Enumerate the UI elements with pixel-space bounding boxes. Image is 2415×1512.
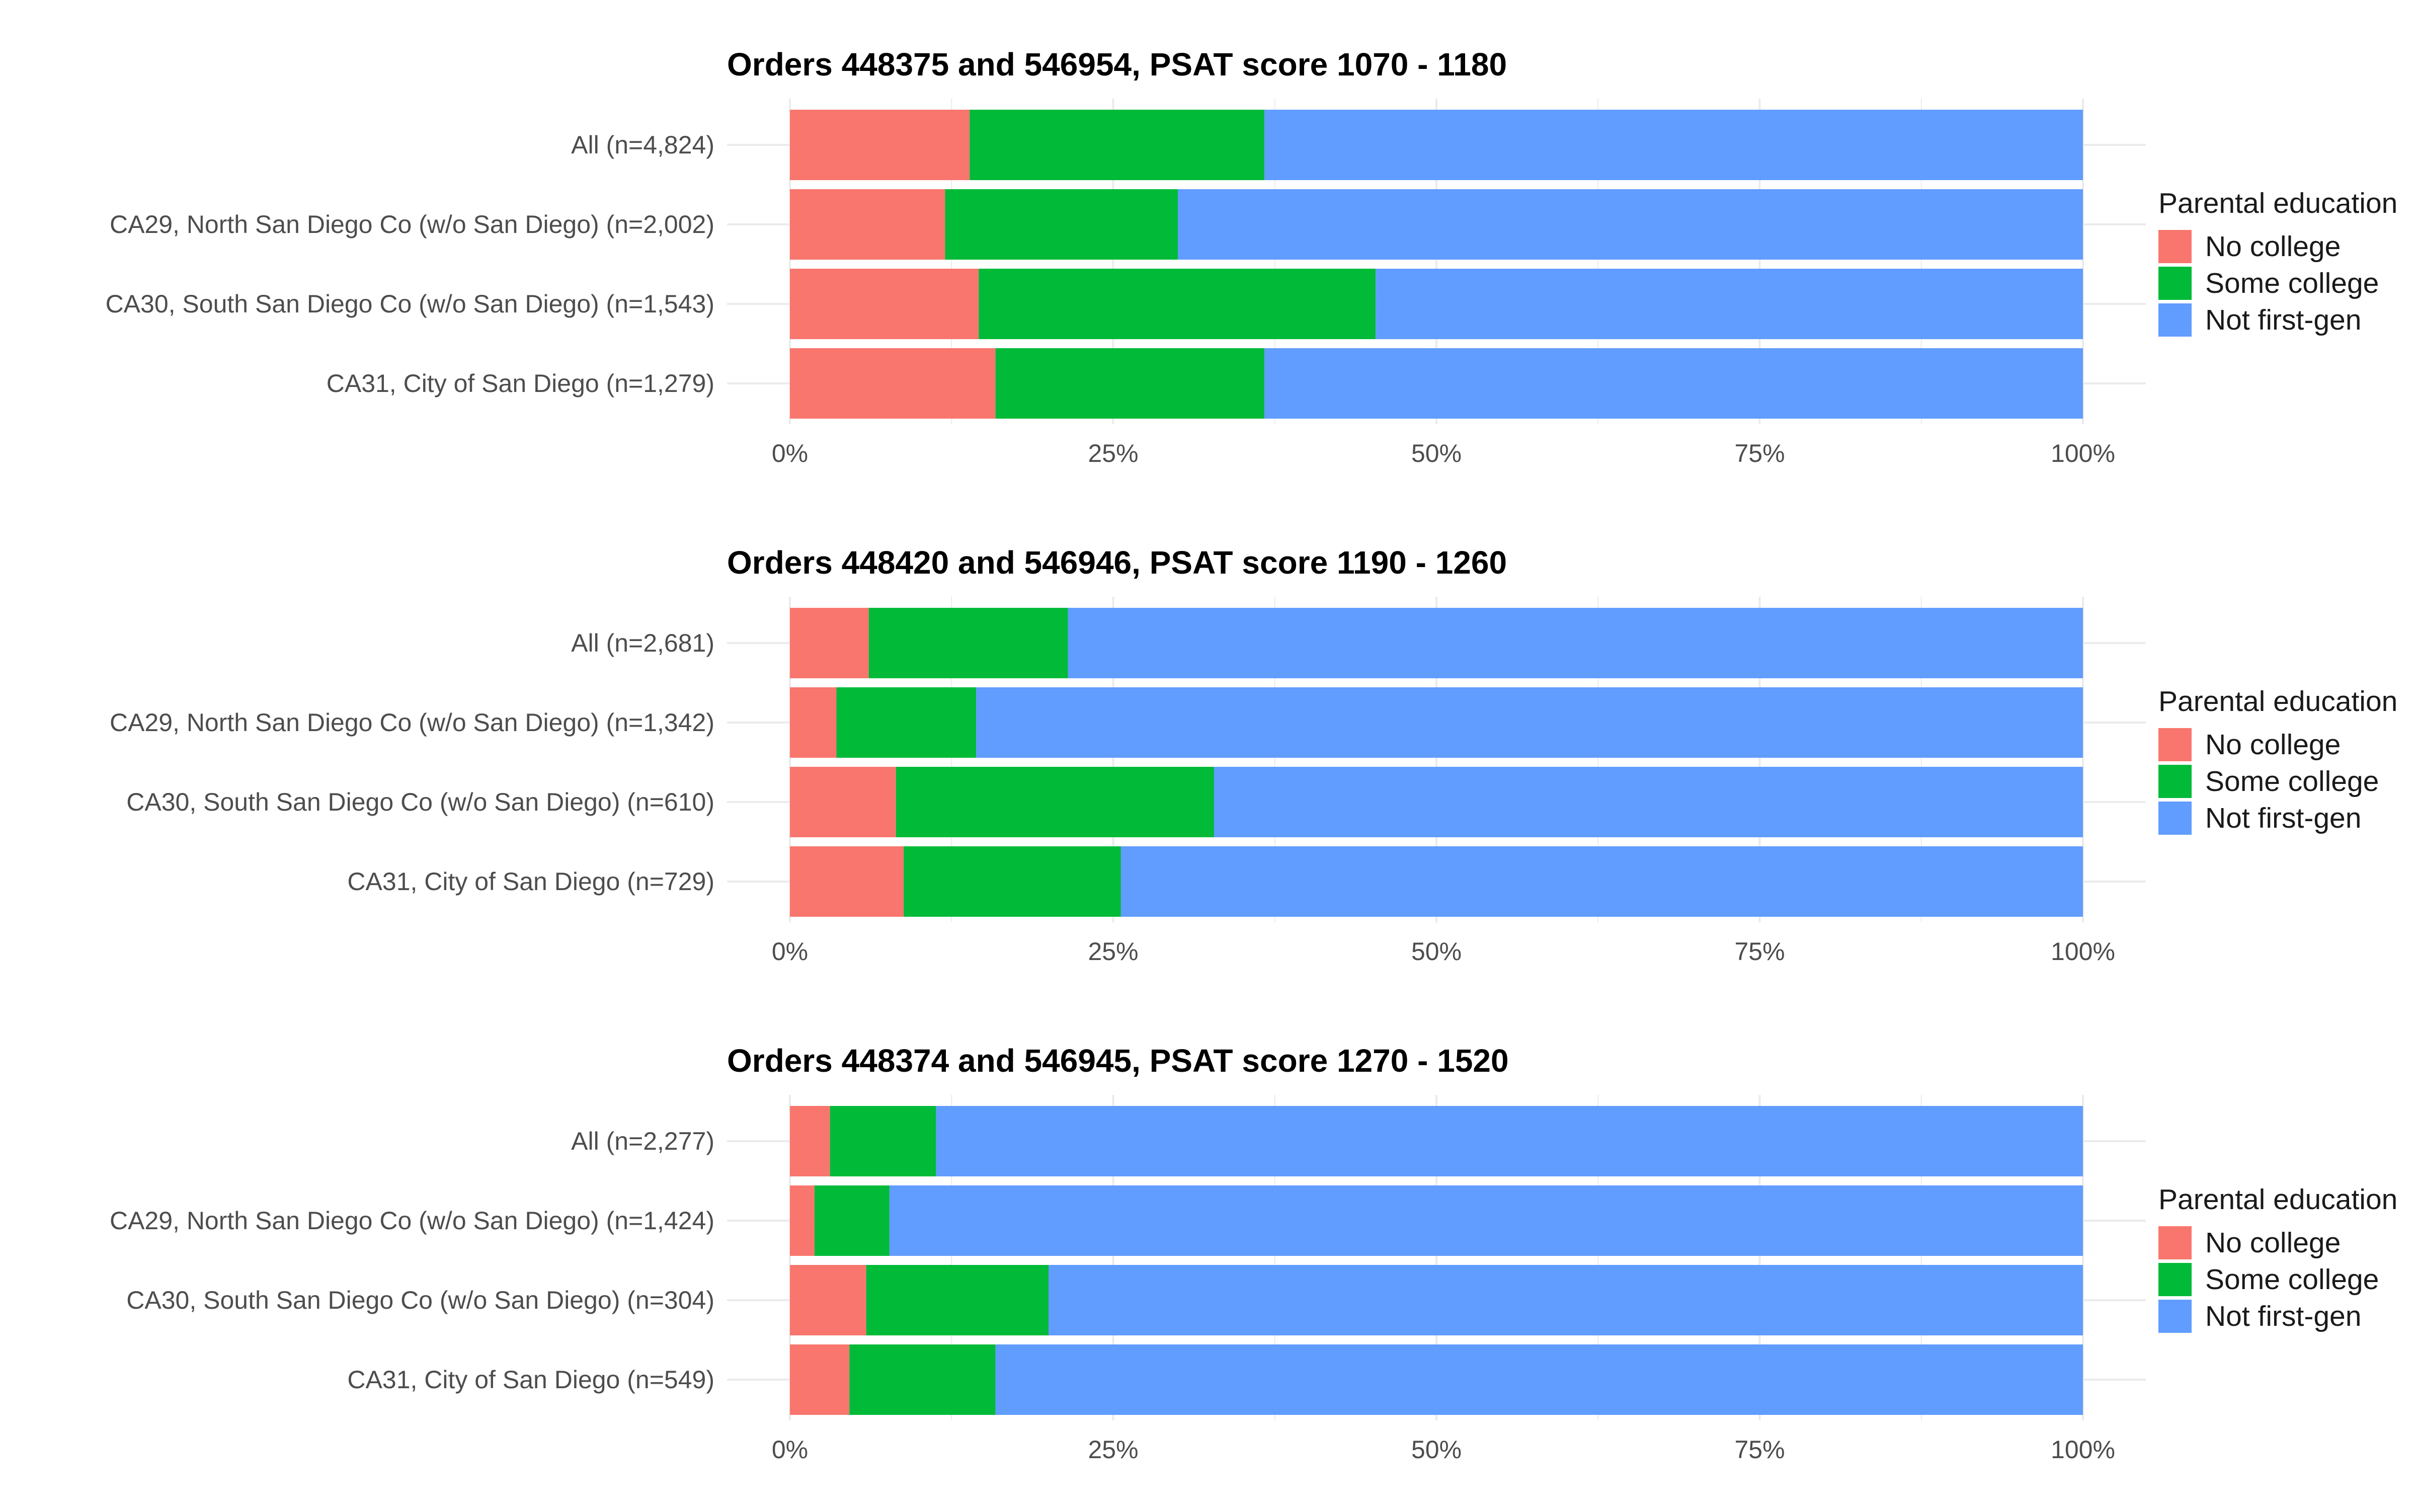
- chart-panel-1: Orders 448375 and 546954, PSAT score 107…: [106, 46, 2398, 467]
- category-label: CA30, South San Diego Co (w/o San Diego)…: [106, 290, 714, 318]
- x-tick-label: 75%: [1734, 1436, 1785, 1464]
- x-tick-label: 25%: [1088, 937, 1138, 966]
- legend-swatch: [2158, 1263, 2192, 1296]
- bar-segment-not-first-gen: [1214, 767, 2083, 837]
- bar-segment-some-college: [836, 687, 977, 758]
- legend-label: Some college: [2205, 267, 2379, 299]
- legend-label: Not first-gen: [2205, 304, 2361, 336]
- bar-segment-no-college: [790, 1185, 815, 1256]
- bar-segment-not-first-gen: [1178, 189, 2083, 260]
- legend-label: Not first-gen: [2205, 1300, 2361, 1332]
- bar-segment-some-college: [945, 189, 1178, 260]
- x-tick-label: 50%: [1411, 937, 1462, 966]
- legend-label: Some college: [2205, 765, 2379, 798]
- bar-segment-some-college: [979, 269, 1376, 339]
- legend-title: Parental education: [2158, 685, 2397, 718]
- x-tick-label: 50%: [1411, 1436, 1462, 1464]
- bar-segment-some-college: [904, 846, 1121, 917]
- bar-segment-no-college: [790, 608, 869, 678]
- legend-swatch: [2158, 267, 2192, 300]
- chart-title: Orders 448375 and 546954, PSAT score 107…: [727, 46, 1507, 83]
- bar-segment-some-college: [849, 1344, 996, 1415]
- bar-segment-no-college: [790, 348, 996, 419]
- category-label: All (n=2,681): [571, 629, 714, 657]
- bar-segment-no-college: [790, 1265, 866, 1335]
- legend-label: Some college: [2205, 1263, 2379, 1296]
- chart-title: Orders 448374 and 546945, PSAT score 127…: [727, 1043, 1509, 1079]
- x-tick-label: 100%: [2051, 1436, 2115, 1464]
- bar-segment-not-first-gen: [995, 1344, 2083, 1415]
- x-tick-label: 100%: [2051, 937, 2115, 966]
- legend-title: Parental education: [2158, 187, 2397, 219]
- chart-panel-3: Orders 448374 and 546945, PSAT score 127…: [110, 1043, 2397, 1464]
- bar-segment-no-college: [790, 269, 979, 339]
- x-tick-label: 0%: [772, 1436, 808, 1464]
- bar-segment-not-first-gen: [936, 1106, 2083, 1176]
- bar-segment-some-college: [814, 1185, 890, 1256]
- legend-swatch: [2158, 1300, 2192, 1333]
- legend-title: Parental education: [2158, 1183, 2397, 1216]
- bar-segment-no-college: [790, 767, 896, 837]
- x-tick-label: 75%: [1734, 439, 1785, 467]
- legend-swatch: [2158, 728, 2192, 761]
- x-tick-label: 0%: [772, 439, 808, 467]
- bar-segment-no-college: [790, 189, 945, 260]
- x-tick-label: 25%: [1088, 1436, 1138, 1464]
- legend-label: No college: [2205, 230, 2341, 263]
- legend-label: Not first-gen: [2205, 802, 2361, 834]
- bar-segment-not-first-gen: [1376, 269, 2083, 339]
- x-tick-label: 25%: [1088, 439, 1138, 467]
- legend-swatch: [2158, 1226, 2192, 1259]
- category-label: CA30, South San Diego Co (w/o San Diego)…: [126, 1286, 714, 1314]
- legend-swatch: [2158, 303, 2192, 337]
- legend-label: No college: [2205, 729, 2341, 761]
- bar-segment-some-college: [830, 1106, 936, 1176]
- category-label: CA29, North San Diego Co (w/o San Diego)…: [110, 210, 714, 238]
- bar-segment-not-first-gen: [1264, 348, 2083, 419]
- bar-segment-no-college: [790, 110, 970, 180]
- x-tick-label: 50%: [1411, 439, 1462, 467]
- bar-segment-some-college: [868, 608, 1068, 678]
- bar-segment-some-college: [995, 348, 1265, 419]
- category-label: CA29, North San Diego Co (w/o San Diego)…: [110, 708, 714, 737]
- bar-segment-not-first-gen: [1068, 608, 2083, 678]
- bar-segment-no-college: [790, 687, 837, 758]
- chart-panel-2: Orders 448420 and 546946, PSAT score 119…: [110, 544, 2397, 966]
- category-label: CA31, City of San Diego (n=1,279): [327, 369, 714, 397]
- legend-label: No college: [2205, 1227, 2341, 1259]
- bar-segment-some-college: [896, 767, 1214, 837]
- category-label: CA31, City of San Diego (n=729): [347, 867, 714, 896]
- bar-segment-some-college: [866, 1265, 1049, 1335]
- bar-segment-not-first-gen: [1264, 110, 2083, 180]
- bar-segment-not-first-gen: [1120, 846, 2083, 917]
- bar-segment-no-college: [790, 1344, 850, 1415]
- bar-segment-no-college: [790, 846, 904, 917]
- legend-swatch: [2158, 765, 2192, 798]
- category-label: CA31, City of San Diego (n=549): [347, 1366, 714, 1394]
- x-tick-label: 75%: [1734, 937, 1785, 966]
- bar-segment-not-first-gen: [889, 1185, 2083, 1256]
- category-label: CA30, South San Diego Co (w/o San Diego)…: [126, 788, 714, 816]
- category-label: All (n=2,277): [571, 1127, 714, 1155]
- chart-title: Orders 448420 and 546946, PSAT score 119…: [727, 544, 1507, 581]
- category-label: All (n=4,824): [571, 131, 714, 159]
- bar-segment-some-college: [970, 110, 1265, 180]
- bar-segment-not-first-gen: [1049, 1265, 2083, 1335]
- legend-swatch: [2158, 802, 2192, 835]
- category-label: CA29, North San Diego Co (w/o San Diego)…: [110, 1207, 714, 1235]
- x-tick-label: 0%: [772, 937, 808, 966]
- bar-segment-not-first-gen: [976, 687, 2083, 758]
- bar-segment-no-college: [790, 1106, 830, 1176]
- legend-swatch: [2158, 230, 2192, 263]
- x-tick-label: 100%: [2051, 439, 2115, 467]
